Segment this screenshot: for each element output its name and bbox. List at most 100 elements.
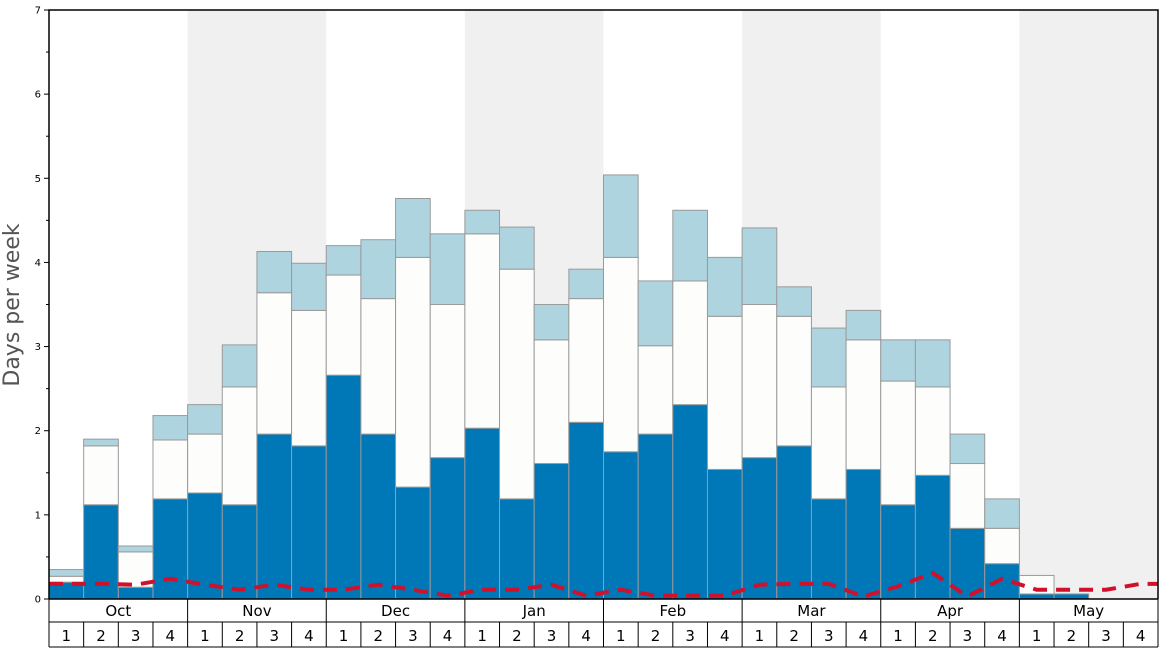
bar-segment-2-22	[810, 327, 847, 388]
bar-segment-1-8	[325, 274, 362, 376]
week-label: 4	[304, 627, 314, 645]
bar-segment-1-5	[221, 386, 258, 506]
week-label: 1	[200, 627, 210, 645]
bar-segment-0-12	[464, 427, 501, 600]
bar-segment-1-12	[464, 233, 501, 429]
week-label: 4	[166, 627, 176, 645]
bar-segment-1-17	[637, 345, 674, 435]
y-tick-label: 2	[35, 426, 41, 437]
bar-segment-1-10	[395, 256, 431, 488]
bar-segment-0-17	[637, 433, 674, 600]
bar-segment-1-25	[914, 386, 951, 476]
week-label: 3	[131, 627, 141, 645]
bar-segment-2-11	[429, 233, 466, 306]
bar-segment-0-13	[499, 498, 535, 600]
bar-segment-0-23	[845, 468, 882, 600]
bar-segment-0-16	[603, 451, 639, 600]
week-label: 4	[720, 627, 730, 645]
bar-segment-1-19	[706, 315, 743, 470]
bar-segment-2-23	[845, 309, 882, 341]
month-label-may: May	[1073, 602, 1104, 620]
bar-segment-2-5	[221, 344, 258, 388]
y-tick-label: 1	[35, 510, 41, 521]
week-label: 3	[1101, 627, 1111, 645]
month-shade-may	[1019, 10, 1158, 599]
bar-segment-2-15	[568, 268, 604, 300]
y-tick-label: 5	[35, 174, 41, 185]
y-axis-label: Days per week	[0, 223, 25, 386]
week-label: 1	[1032, 627, 1042, 645]
bar-segment-0-2	[117, 586, 154, 600]
bar-segment-0-3	[152, 498, 189, 600]
bar-segment-0-28	[1018, 593, 1055, 600]
week-label: 2	[235, 627, 245, 645]
trend-line	[49, 570, 1158, 599]
bar-segment-1-23	[845, 339, 882, 470]
month-label-apr: Apr	[937, 602, 964, 620]
bar-segment-1-3	[152, 439, 189, 500]
month-label-dec: Dec	[381, 602, 410, 620]
bar-segment-0-25	[914, 474, 951, 600]
week-label: 1	[755, 627, 765, 645]
bar-segment-1-0	[48, 575, 85, 583]
week-label: 4	[859, 627, 869, 645]
bar-segment-2-13	[499, 226, 535, 270]
bar-segment-1-7	[291, 309, 327, 447]
bar-segment-1-1	[83, 445, 119, 506]
bar-segment-2-10	[395, 197, 431, 258]
y-tick-label: 7	[35, 6, 41, 17]
bar-segment-1-11	[429, 304, 466, 459]
bar-segment-2-12	[464, 209, 501, 235]
bar-segment-0-8	[325, 374, 362, 600]
week-label: 1	[339, 627, 349, 645]
bar-segment-2-18	[672, 209, 708, 282]
week-label: 1	[62, 627, 72, 645]
week-label: 4	[443, 627, 453, 645]
week-label: 2	[789, 627, 799, 645]
bar-segment-0-9	[360, 433, 397, 600]
month-label-mar: Mar	[797, 602, 826, 620]
bar-segment-1-6	[256, 292, 293, 435]
bar-segment-2-3	[152, 415, 189, 441]
week-label: 4	[1136, 627, 1146, 645]
week-label: 1	[893, 627, 903, 645]
bar-segment-2-24	[880, 339, 916, 382]
bar-segment-0-6	[256, 433, 293, 600]
week-label: 3	[547, 627, 557, 645]
week-label: 2	[1067, 627, 1077, 645]
bar-segment-2-17	[637, 280, 674, 347]
bar-segment-1-13	[499, 268, 535, 500]
month-label-nov: Nov	[242, 602, 271, 620]
week-label: 3	[824, 627, 834, 645]
bar-segment-2-1	[83, 438, 119, 447]
bar-segment-1-22	[810, 386, 847, 500]
bar-segment-0-21	[776, 445, 812, 600]
trend-line-layer	[49, 570, 1158, 599]
bar-segment-0-14	[533, 463, 570, 600]
week-label: 1	[477, 627, 487, 645]
bar-segment-0-19	[706, 468, 743, 600]
bar-segment-2-21	[776, 286, 812, 317]
week-label: 3	[269, 627, 279, 645]
week-label: 4	[581, 627, 591, 645]
bar-segment-2-26	[949, 433, 986, 465]
week-label: 2	[373, 627, 383, 645]
bar-segment-2-19	[706, 256, 743, 317]
bar-segment-2-16	[603, 174, 639, 258]
month-label-oct: Oct	[105, 602, 131, 620]
bar-segment-0-11	[429, 457, 466, 600]
bar-segment-2-0	[48, 569, 85, 577]
bar-segment-1-20	[741, 304, 778, 459]
y-tick-label: 3	[35, 342, 41, 353]
bar-segment-2-27	[984, 498, 1020, 529]
bar-segment-0-10	[395, 486, 431, 600]
week-label: 2	[651, 627, 661, 645]
bar-segment-2-20	[741, 227, 778, 305]
bar-segment-0-20	[741, 457, 778, 600]
y-tick-label: 0	[35, 595, 41, 606]
bar-segment-2-8	[325, 245, 362, 276]
week-label: 2	[512, 627, 522, 645]
y-tick-label: 6	[35, 90, 41, 101]
bar-segment-1-27	[984, 527, 1020, 565]
